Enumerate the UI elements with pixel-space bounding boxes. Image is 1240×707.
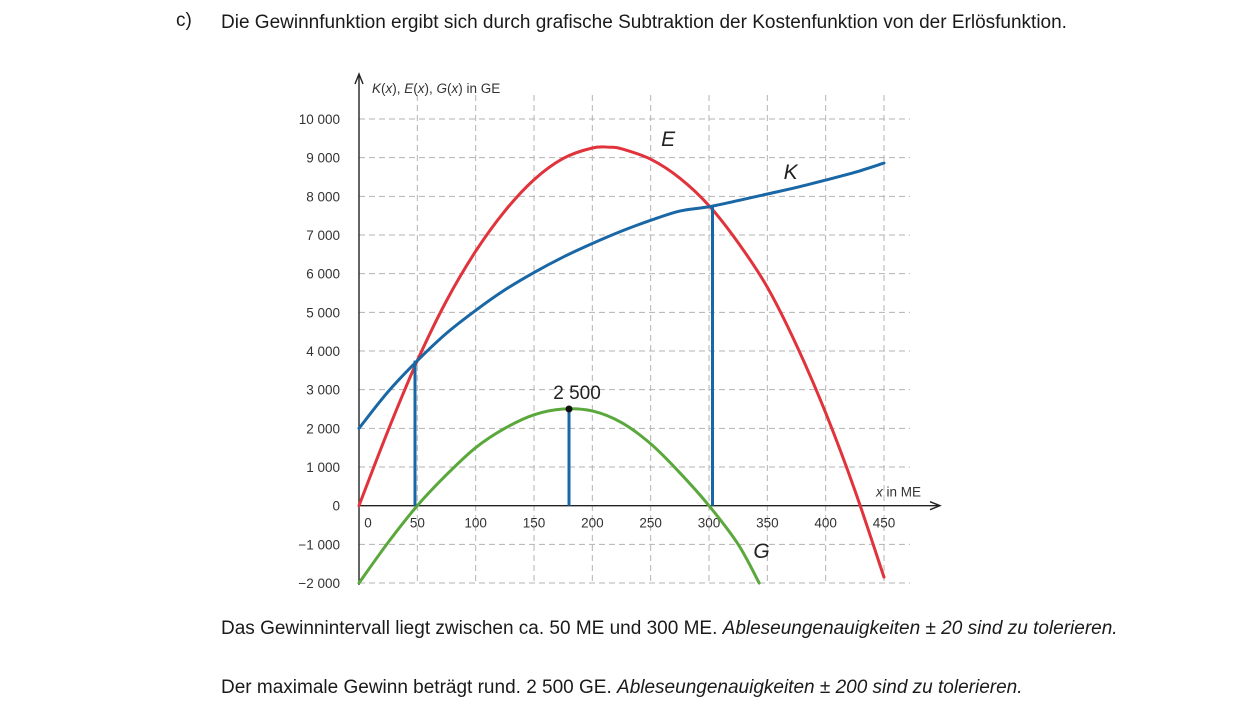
curve-label-E: E xyxy=(661,128,676,151)
x-tick-label: 400 xyxy=(814,516,837,531)
y-tick-label: 9 000 xyxy=(306,151,340,166)
result-line-1: Das Gewinnintervall liegt zwischen ca. 5… xyxy=(221,615,1121,643)
y-axis-label: K(x), E(x), G(x) in GE xyxy=(372,81,500,96)
y-axis-label-part: ( xyxy=(381,81,386,96)
y-tick-label: 3 000 xyxy=(306,383,340,398)
y-axis-label-part: ( xyxy=(447,81,452,96)
series-line-E xyxy=(357,145,886,579)
y-tick-label: 2 000 xyxy=(306,421,340,436)
series-line-K xyxy=(357,161,886,430)
curve-label-G: G xyxy=(753,540,769,563)
y-axis-label-part: E xyxy=(404,81,414,96)
result-1-text: Das Gewinnintervall liegt zwischen ca. 5… xyxy=(221,618,723,639)
x-axis-label-part: in ME xyxy=(883,485,921,500)
y-tick-label: 8 000 xyxy=(306,189,340,204)
series-line-G xyxy=(357,407,761,585)
x-tick-label: 100 xyxy=(464,516,487,531)
y-tick-label: 0 xyxy=(332,499,340,514)
x-tick-label: 350 xyxy=(756,516,779,531)
task-text: Die Gewinnfunktion ergibt sich durch gra… xyxy=(221,12,1067,33)
curve-label-K: K xyxy=(784,161,799,184)
x-tick-label: 150 xyxy=(523,516,546,531)
x-tick-label: 0 xyxy=(364,516,372,531)
y-tick-label: −1 000 xyxy=(298,537,340,552)
x-tick-label: 300 xyxy=(698,516,721,531)
y-tick-label: 6 000 xyxy=(306,267,340,282)
x-tick-label: 50 xyxy=(410,516,425,531)
x-tick-label: 250 xyxy=(639,516,662,531)
curves xyxy=(357,145,886,585)
y-axis-label-part: ( xyxy=(413,81,418,96)
y-tick-label: 1 000 xyxy=(306,460,340,475)
y-axis-label-part: ), xyxy=(392,81,404,96)
y-axis-label-part: K xyxy=(372,81,382,96)
y-tick-label: −2 000 xyxy=(298,576,340,591)
x-tick-label: 450 xyxy=(873,516,896,531)
x-axis-arrow xyxy=(929,501,942,511)
result-1-note: Ableseungenauigkeiten ± 20 sind zu toler… xyxy=(722,618,1118,639)
result-2-text: Der maximale Gewinn beträgt rund. 2 500 … xyxy=(221,677,618,698)
y-tick-label: 5 000 xyxy=(306,305,340,320)
grid xyxy=(359,95,910,584)
result-line-2: Der maximale Gewinn beträgt rund. 2 500 … xyxy=(221,674,1121,702)
max-annotation: 2 500 xyxy=(553,383,601,404)
y-tick-label: 7 000 xyxy=(306,228,340,243)
y-axis-label-part: x xyxy=(417,81,426,96)
x-axis-label-part: x xyxy=(875,485,884,500)
y-axis-label-part: x xyxy=(385,81,394,96)
ticks: −2 000 −1 000 0 1 000 2 000 3 000 4 000 5 000 6 … xyxy=(298,112,895,591)
y-axis-label-part: ), xyxy=(425,81,437,96)
result-2-note: Ableseungenauigkeiten ± 200 sind zu tole… xyxy=(617,677,1023,698)
task-label: c) xyxy=(176,10,192,31)
y-axis-label-part: G xyxy=(437,81,448,96)
y-tick-label: 10 000 xyxy=(299,112,340,127)
y-tick-label: 4 000 xyxy=(306,344,340,359)
x-tick-label: 200 xyxy=(581,516,604,531)
y-axis-label-part: ) in GE xyxy=(458,81,500,96)
y-axis-label-part: x xyxy=(451,81,460,96)
x-axis-label: x in ME xyxy=(875,485,921,500)
markers xyxy=(413,206,714,506)
y-axis-arrow xyxy=(354,72,364,85)
axes xyxy=(354,72,942,585)
max-point xyxy=(565,405,573,413)
